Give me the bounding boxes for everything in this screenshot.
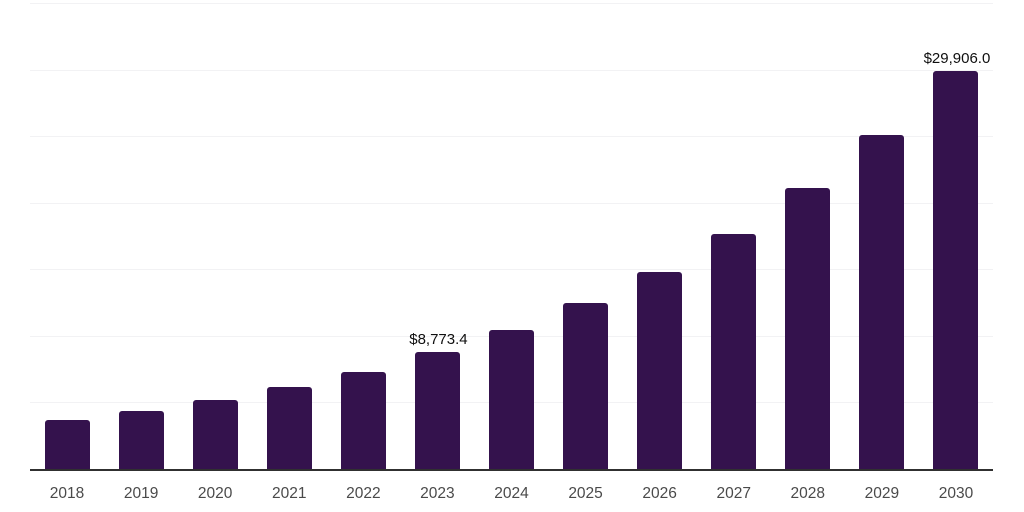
- bar-value-label-2023: $8,773.4: [409, 331, 468, 349]
- x-tick-2021: 2021: [272, 485, 307, 502]
- x-tick-2030: 2030: [938, 485, 974, 502]
- x-tick-2026: 2026: [642, 485, 677, 502]
- bar-2022: [340, 371, 386, 469]
- bar-value-label-2030: $29,906.0: [923, 49, 991, 67]
- bar-2030: [933, 70, 979, 469]
- bar-2027: [711, 233, 757, 469]
- bar-2024: [489, 329, 534, 469]
- x-tick-2023: 2023: [420, 485, 455, 502]
- gridline: [30, 269, 993, 271]
- gridline: [30, 69, 993, 71]
- x-tick-2025: 2025: [568, 485, 603, 502]
- bar-2021: [266, 387, 312, 469]
- x-tick-2029: 2029: [864, 485, 900, 502]
- bar-2026: [637, 271, 683, 469]
- x-tick-2022: 2022: [346, 485, 381, 502]
- x-tick-2024: 2024: [494, 485, 529, 502]
- gridline: [30, 3, 993, 4]
- gridline: [30, 202, 993, 204]
- bar-2028: [785, 188, 831, 469]
- x-tick-2018: 2018: [49, 485, 85, 502]
- x-axis-line: [30, 468, 993, 471]
- x-tick-2019: 2019: [123, 485, 159, 502]
- bar-2020: [192, 400, 238, 469]
- gridline: [30, 136, 993, 138]
- bar-2019: [118, 411, 164, 469]
- bar-2023: [414, 352, 460, 469]
- bar-2018: [44, 420, 90, 469]
- x-tick-2028: 2028: [790, 485, 826, 502]
- bar-2025: [563, 303, 609, 469]
- x-tick-2020: 2020: [197, 485, 233, 502]
- bar-2029: [859, 134, 905, 469]
- x-tick-2027: 2027: [716, 485, 751, 502]
